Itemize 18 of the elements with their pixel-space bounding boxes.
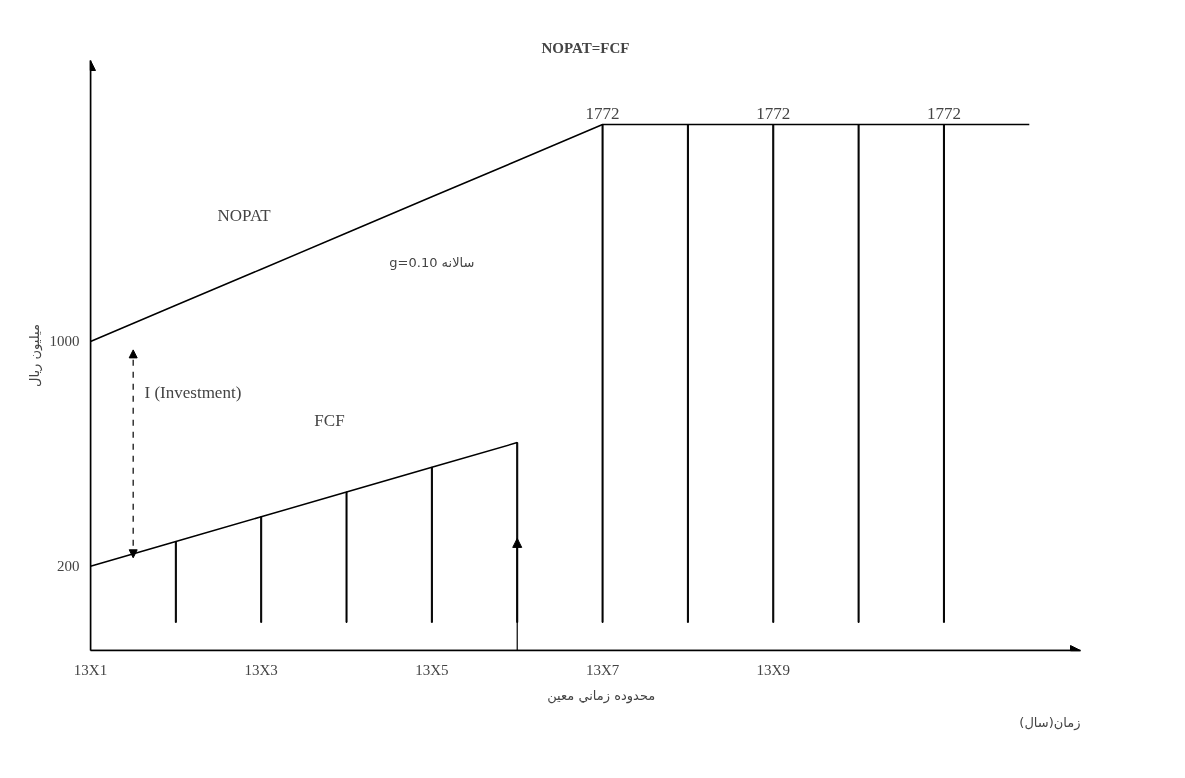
y-tick-label: 1000 xyxy=(49,333,80,350)
chart-title: NOPAT=FCF xyxy=(541,39,630,56)
x-tick-label: 13X3 xyxy=(244,661,278,678)
annotation: I (Investment) xyxy=(144,382,242,402)
annotation: FCF xyxy=(314,410,345,430)
data-label: 1772 xyxy=(756,103,791,123)
x-axis-title: زمان(سال) xyxy=(1019,714,1081,731)
y-tick-label: 200 xyxy=(57,558,80,575)
x-tick-label: 13X1 xyxy=(73,661,108,678)
x-tick-label: 13X9 xyxy=(756,661,790,678)
x-tick-label: 13X5 xyxy=(415,661,449,678)
x-tick-label: 13X7 xyxy=(585,661,620,678)
data-label: 1772 xyxy=(926,103,961,123)
annotation: NOPAT xyxy=(217,205,272,225)
text: محدوده زماني معين xyxy=(547,687,656,704)
data-label: 1772 xyxy=(585,103,620,123)
y-axis-title: میلیون ریال xyxy=(26,324,43,387)
annotation: g=0.10 سالانه xyxy=(389,255,475,271)
